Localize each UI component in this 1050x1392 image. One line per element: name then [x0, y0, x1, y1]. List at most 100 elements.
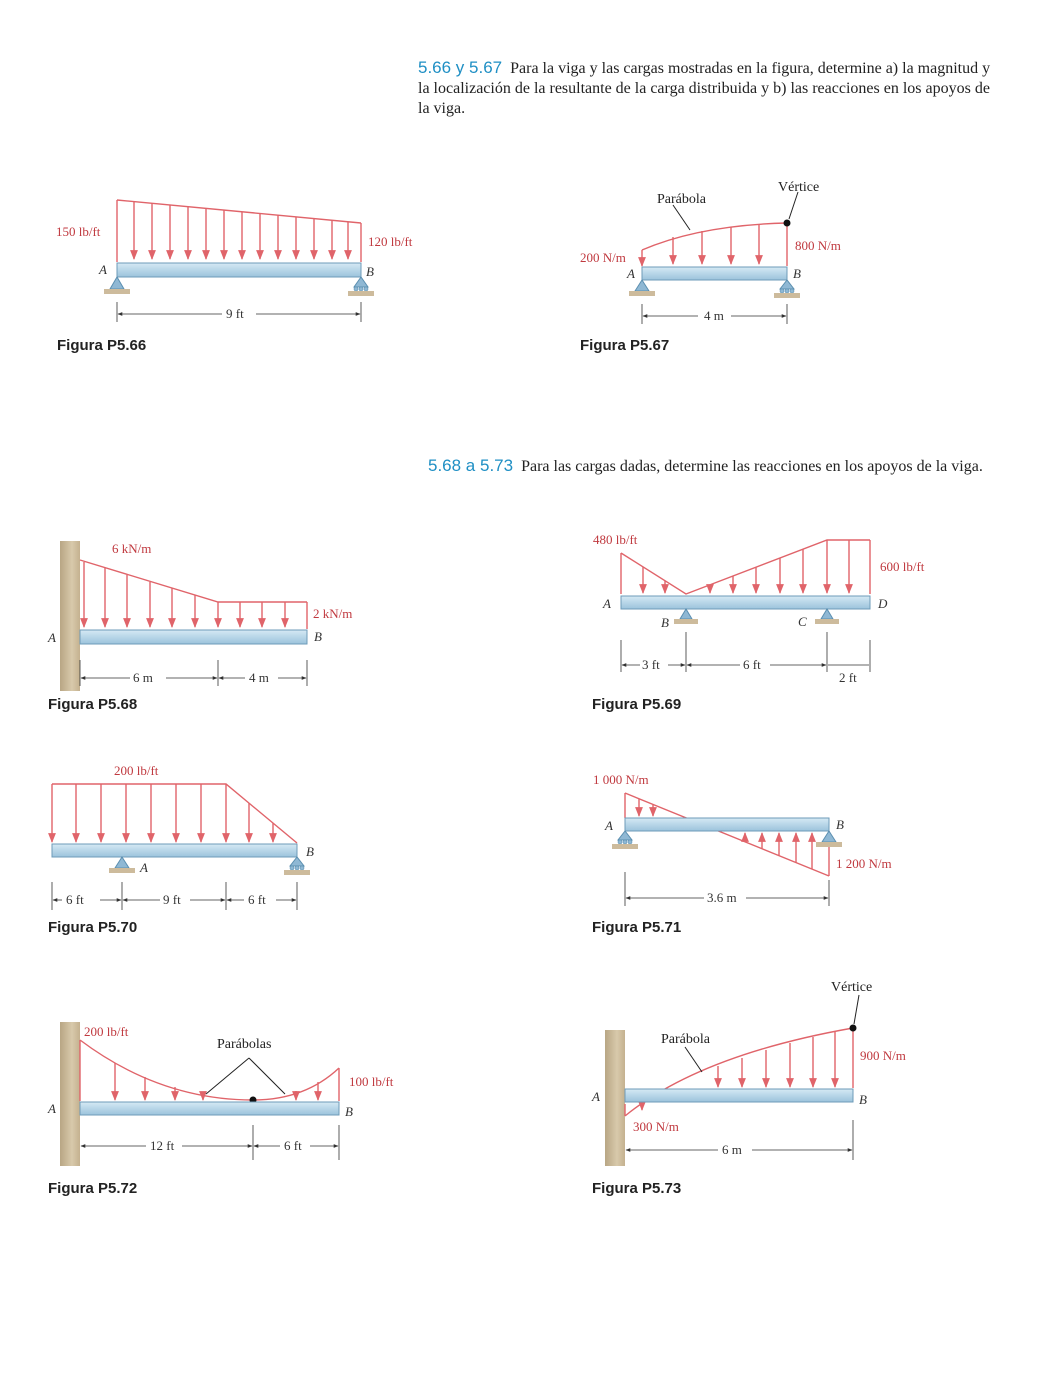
span2-label: 4 m	[249, 670, 269, 685]
figure-p5-69: 480 lb/ft 600 lb/ft A B C D 3 ft 6 ft 2 …	[593, 532, 925, 685]
point-b-label: B	[859, 1092, 867, 1107]
curve-label: Parábola	[657, 192, 707, 207]
curve-label: Parábola	[661, 1032, 711, 1047]
load-right-label: 600 lb/ft	[880, 559, 925, 574]
figure-p5-71: 1 000 N/m 1 200 N/m A B 3.6 m	[593, 772, 892, 906]
span2-label: 9 ft	[163, 892, 181, 907]
point-b-label: B	[836, 817, 844, 832]
figure-p5-68: 6 kN/m 2 kN/m A B 6 m 4 m	[47, 541, 352, 691]
problem-566-567: 5.66 y 5.67 Para la viga y las cargas mos…	[418, 58, 993, 119]
load-arrows	[48, 783, 298, 844]
dimension-line	[624, 872, 830, 906]
figure-p5-73: Parábola Vértice 900 N/m 300 N/m A B 6 m	[591, 980, 906, 1166]
dimension-line	[625, 1120, 854, 1160]
dimension-line	[116, 302, 362, 322]
load-label: 200 lb/ft	[114, 763, 159, 778]
wall	[605, 1030, 625, 1166]
wall	[60, 541, 80, 691]
load-right-label: 100 lb/ft	[349, 1074, 394, 1089]
span2-label: 6 ft	[284, 1138, 302, 1153]
point-a-label: A	[47, 630, 56, 645]
point-b-label: B	[661, 615, 669, 630]
problem-text: Para las cargas dadas, determine las rea…	[521, 458, 983, 475]
point-a-label: A	[47, 1101, 56, 1116]
span2-label: 6 ft	[743, 657, 761, 672]
load-left-label: 480 lb/ft	[593, 532, 638, 547]
point-b-label: B	[366, 264, 374, 279]
beam	[624, 1088, 854, 1103]
span-label: 9 ft	[226, 306, 244, 321]
caption-p5-67: Figura P5.67	[580, 337, 670, 354]
beam	[79, 1101, 340, 1116]
pin-support-c	[815, 608, 839, 624]
dimension-line	[80, 1125, 340, 1160]
vertex-label: Vértice	[831, 980, 872, 995]
span1-label: 6 ft	[66, 892, 84, 907]
span3-label: 6 ft	[248, 892, 266, 907]
load-left-label: 6 kN/m	[112, 541, 151, 556]
caption-p5-66: Figura P5.66	[57, 337, 147, 354]
problem-number: 5.66 y 5.67	[418, 58, 503, 77]
pin-support-a	[629, 279, 655, 296]
load-right-label: 900 N/m	[860, 1048, 906, 1063]
vertex-label: Vértice	[778, 180, 819, 195]
load-arrows	[624, 1027, 854, 1117]
point-c-label: C	[798, 614, 807, 629]
point-b-label: B	[314, 629, 322, 644]
point-b-label: B	[345, 1104, 353, 1119]
span-label: 6 m	[722, 1142, 742, 1157]
span-label: 4 m	[704, 308, 724, 323]
load-arrows	[79, 1039, 340, 1101]
point-a-label: A	[591, 1089, 600, 1104]
pin-support-a	[109, 856, 135, 873]
load-left-label: 300 N/m	[633, 1119, 679, 1134]
caption-p5-70: Figura P5.70	[48, 919, 138, 936]
point-a-label: A	[139, 860, 148, 875]
load-arrows	[116, 199, 362, 262]
load-right-label: 1 200 N/m	[836, 856, 892, 871]
dimension-line	[51, 882, 298, 910]
roller-support-b	[348, 276, 374, 296]
curve-label: Parábolas	[217, 1037, 271, 1052]
beam	[620, 595, 871, 610]
dimension-line	[79, 660, 308, 686]
point-b-label: B	[793, 266, 801, 281]
point-b-label: B	[306, 844, 314, 859]
span1-label: 3 ft	[642, 657, 660, 672]
point-a-label: A	[626, 266, 635, 281]
beam	[79, 629, 308, 645]
load-left-label: 200 N/m	[580, 250, 626, 265]
problem-number: 5.68 a 5.73	[428, 456, 514, 475]
load-arrows	[624, 792, 830, 877]
figure-p5-70: 200 lb/ft A B 6 ft 9 ft 6 ft	[48, 763, 314, 910]
span3-label: 2 ft	[839, 670, 857, 685]
load-right-label: 2 kN/m	[313, 606, 352, 621]
load-left-label: 150 lb/ft	[56, 224, 101, 239]
load-right-label: 120 lb/ft	[368, 234, 413, 249]
wall	[60, 1022, 80, 1166]
point-d-label: D	[877, 596, 888, 611]
dimension-line	[620, 632, 871, 672]
dimension-line	[641, 304, 788, 324]
pin-support-b	[674, 608, 698, 624]
span1-label: 12 ft	[150, 1138, 175, 1153]
point-a-label: A	[602, 596, 611, 611]
span1-label: 6 m	[133, 670, 153, 685]
vertex-point	[783, 219, 791, 227]
caption-p5-71: Figura P5.71	[592, 919, 682, 936]
load-right-label: 800 N/m	[795, 238, 841, 253]
beam	[116, 262, 362, 278]
pin-support-b	[816, 830, 842, 847]
load-left-label: 200 lb/ft	[84, 1024, 129, 1039]
beam	[624, 817, 830, 832]
problem-568-573: 5.68 a 5.73 Para las cargas dadas, determ…	[428, 456, 1028, 477]
load-arrows	[620, 539, 871, 595]
roller-support-b	[284, 856, 310, 875]
figure-p5-72: 200 lb/ft 100 lb/ft Parábolas A B 12 ft …	[47, 1022, 394, 1166]
span-label: 3.6 m	[707, 890, 737, 905]
vertex-point	[849, 1024, 857, 1032]
point-a-label: A	[98, 262, 107, 277]
caption-p5-72: Figura P5.72	[48, 1180, 138, 1197]
pin-support-a	[104, 276, 130, 294]
